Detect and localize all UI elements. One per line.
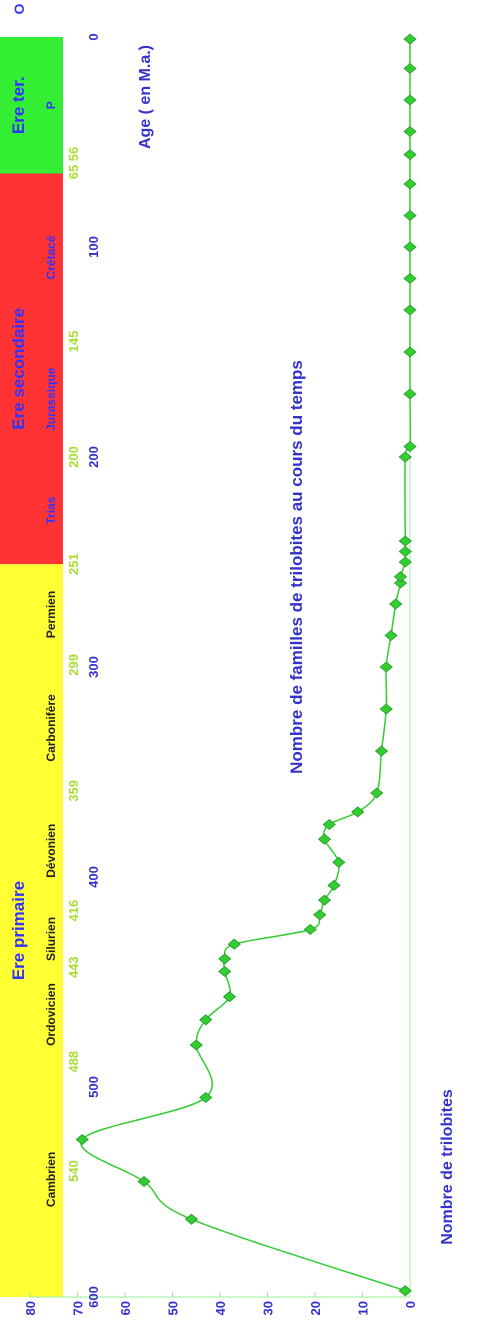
data-point — [398, 535, 412, 547]
data-point — [199, 1091, 213, 1104]
data-point — [389, 598, 403, 610]
data-point — [403, 62, 417, 75]
boundary-age-label: 359 — [66, 780, 81, 802]
y-tick-label: 40 — [213, 1301, 228, 1315]
boundary-age-label: 488 — [66, 1051, 81, 1073]
boundary-age-label: 299 — [66, 654, 81, 676]
data-point — [327, 879, 341, 891]
x-tick-label: 200 — [86, 446, 101, 468]
period-label: Silurien — [44, 917, 58, 961]
data-point — [313, 909, 327, 921]
x-axis-title: Age ( en M.a.) — [137, 45, 154, 149]
era-label: Ere ter. — [9, 76, 28, 134]
y-axis-title: Nombre de trilobites — [439, 1089, 456, 1245]
boundary-age-label: 65 56 — [66, 147, 81, 180]
data-point — [370, 787, 384, 799]
data-point — [398, 545, 412, 558]
data-point — [379, 703, 393, 715]
data-point — [317, 894, 332, 906]
data-point — [227, 938, 241, 950]
data-point — [199, 1014, 213, 1026]
data-point — [218, 953, 232, 965]
x-tick-label: 100 — [86, 236, 101, 258]
data-point — [189, 1039, 203, 1051]
period-label: Trias — [44, 496, 58, 524]
era-band-2 — [0, 37, 63, 174]
data-point — [403, 209, 417, 222]
data-point — [398, 556, 412, 568]
end-label: O — [11, 3, 27, 14]
period-label: Permien — [44, 591, 58, 638]
data-point — [184, 1213, 199, 1225]
boundary-age-label: 443 — [66, 956, 81, 978]
period-label: Cambrien — [44, 1152, 58, 1207]
data-point — [374, 745, 389, 757]
data-point — [403, 388, 417, 400]
series-line — [80, 39, 412, 1292]
data-point — [75, 1133, 89, 1146]
era-band-0 — [0, 564, 63, 1297]
data-point — [218, 965, 232, 978]
y-tick-label: 60 — [118, 1301, 133, 1315]
x-tick-label: 0 — [86, 33, 101, 40]
y-tick-label: 10 — [356, 1301, 371, 1315]
data-point — [384, 629, 398, 642]
data-point — [403, 94, 417, 106]
data-point — [303, 923, 317, 936]
y-tick-label: 70 — [71, 1301, 86, 1315]
data-point — [317, 833, 332, 845]
period-label: Ordovicien — [44, 983, 58, 1046]
period-label: Carbonifère — [44, 694, 58, 762]
data-point — [398, 1285, 412, 1297]
data-point — [403, 125, 417, 138]
period-label: Jurassique — [44, 367, 58, 431]
data-point — [403, 149, 417, 161]
period-label: Dévonien — [44, 824, 58, 878]
boundary-age-label: 145 — [66, 331, 81, 353]
y-tick-label: 20 — [308, 1301, 323, 1315]
boundary-age-label: 416 — [66, 900, 81, 922]
period-label: P — [44, 101, 58, 109]
x-tick-label: 600 — [86, 1286, 101, 1308]
era-band-1 — [0, 173, 63, 565]
data-point — [403, 304, 417, 316]
data-point — [137, 1175, 151, 1188]
boundary-age-label: 200 — [66, 446, 81, 468]
data-point — [351, 806, 365, 818]
boundary-age-label: 251 — [66, 553, 81, 575]
data-point — [322, 818, 336, 831]
period-label: Crétacé — [44, 235, 58, 279]
data-point — [403, 272, 417, 285]
data-point — [379, 661, 393, 673]
x-tick-label: 400 — [86, 866, 101, 888]
y-tick-label: 30 — [261, 1301, 276, 1315]
data-point — [403, 440, 417, 453]
era-label: Ere secondaire — [9, 308, 28, 430]
era-label: Ere primaire — [9, 881, 28, 980]
data-point — [403, 178, 417, 190]
y-tick-label: 80 — [23, 1301, 38, 1315]
data-point — [393, 571, 408, 583]
y-tick-label: 0 — [403, 1301, 418, 1308]
x-tick-label: 300 — [86, 656, 101, 678]
chart-title: Nombre de familles de trilobites au cour… — [287, 360, 306, 774]
y-tick-label: 50 — [166, 1301, 181, 1315]
data-point — [222, 991, 237, 1003]
x-tick-label: 500 — [86, 1076, 101, 1098]
data-point — [398, 451, 412, 463]
boundary-age-label: 540 — [66, 1160, 81, 1182]
data-point — [403, 33, 417, 45]
data-point — [403, 346, 417, 358]
data-point — [403, 241, 417, 253]
data-point — [332, 856, 346, 868]
